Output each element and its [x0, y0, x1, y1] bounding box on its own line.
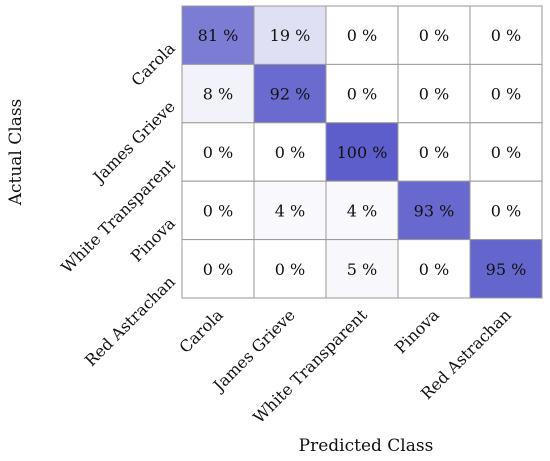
heatmap-cell: [469, 239, 543, 299]
cell-value-label: 0 %: [419, 260, 449, 279]
heatmap-cell: [253, 122, 327, 182]
cell-value-label: 0 %: [203, 260, 233, 279]
cell-value-label: 100 %: [337, 143, 388, 162]
heatmap-cell: [253, 5, 327, 65]
heatmap-cell: [181, 5, 255, 65]
cell-value-label: 0 %: [203, 143, 233, 162]
cell-value-label: 0 %: [491, 85, 521, 104]
cell-value-label: 95 %: [486, 260, 527, 279]
heatmap-cell: [397, 180, 471, 241]
y-tick-label: Pinova: [127, 213, 179, 265]
cell-value-label: 0 %: [419, 85, 449, 104]
y-tick-label: Carola: [127, 38, 179, 90]
x-tick-label: Pinova: [391, 305, 443, 357]
x-axis-title: Predicted Class: [299, 436, 434, 456]
cell-value-label: 93 %: [414, 201, 455, 220]
cell-value-label: 0 %: [491, 143, 521, 162]
cell-value-label: 81 %: [198, 26, 239, 45]
cell-value-label: 4 %: [347, 201, 377, 220]
cell-value-label: 0 %: [275, 143, 305, 162]
heatmap-cell: [325, 63, 399, 124]
cell-value-label: 0 %: [203, 201, 233, 220]
cell-value-label: 0 %: [347, 85, 377, 104]
heatmap-cell: [469, 122, 543, 182]
heatmap-cell: [469, 63, 543, 124]
cell-value-label: 4 %: [275, 201, 305, 220]
cell-value-label: 0 %: [491, 201, 521, 220]
y-tick-label: White Transparent: [57, 155, 179, 277]
cell-value-label: 8 %: [203, 85, 233, 104]
heatmap-cell: [181, 239, 255, 299]
heatmap-cell: [397, 122, 471, 182]
heatmap-cell: [325, 239, 399, 299]
heatmap-cell: [325, 5, 399, 65]
cell-value-label: 19 %: [270, 26, 311, 45]
heatmap-cell: [469, 180, 543, 241]
heatmap-cell: [253, 239, 327, 299]
y-axis-title: Actual Class: [6, 99, 26, 207]
cell-value-label: 0 %: [347, 26, 377, 45]
y-tick-label: Red Astrachan: [81, 272, 179, 370]
heatmap-cell: [397, 5, 471, 65]
cell-value-label: 0 %: [491, 26, 521, 45]
heatmap-cell: [325, 180, 399, 241]
heatmap-cell: [181, 63, 255, 124]
heatmap-cells: 81 % 19 % 0 % 0 % 0 % 8 % 92 % 0 % 0 % 0 % 0 % 0 % 1…: [181, 5, 543, 299]
heatmap-cell: [181, 180, 255, 241]
cell-value-label: 0 %: [275, 260, 305, 279]
cell-value-label: 0 %: [419, 143, 449, 162]
x-tick-label: Carola: [175, 305, 227, 357]
cell-value-label: 0 %: [419, 26, 449, 45]
cell-value-label: 92 %: [270, 85, 311, 104]
cell-value-label: 5 %: [347, 260, 377, 279]
heatmap-cell: [253, 180, 327, 241]
